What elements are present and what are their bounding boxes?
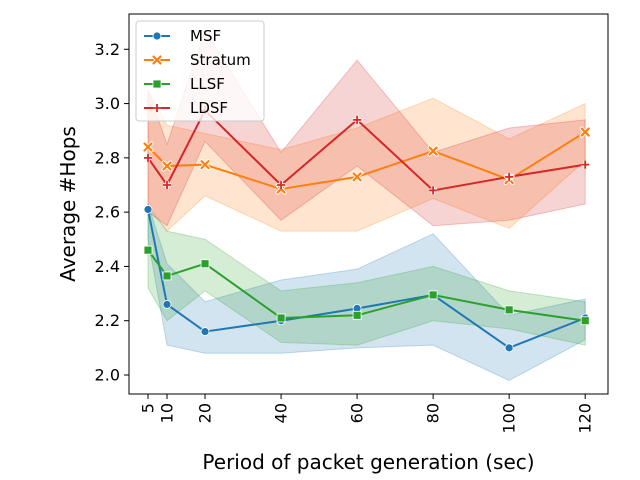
x-axis-label: Period of packet generation (sec) <box>202 450 534 474</box>
msf-point <box>143 205 153 214</box>
ldsf-point <box>277 181 286 189</box>
plot-frame <box>128 13 609 395</box>
msf-point <box>200 327 210 336</box>
ldsf-point <box>505 172 514 181</box>
legend-label: LLSF <box>190 75 225 93</box>
msf-point <box>162 300 172 309</box>
legend-entry-msf: MSF <box>144 27 221 45</box>
x-tick-label: 5 <box>139 403 158 413</box>
legend-label: Stratum <box>190 51 251 69</box>
ldsf-point <box>144 153 153 162</box>
legend-label: LDSF <box>190 99 228 117</box>
llsf-line <box>147 249 586 322</box>
legend-label: MSF <box>190 27 221 45</box>
legend-marker <box>153 104 161 112</box>
x-tick-label: 80 <box>424 403 443 423</box>
llsf-confidence-band <box>147 205 586 346</box>
legend-marker <box>152 79 162 89</box>
legend-marker <box>151 54 163 66</box>
msf-line <box>147 209 586 349</box>
axes: 2.0 2.2 2.4 2.6 2.8 3.0 3.2 5 10 20 40 60 80 100 120 Pe… <box>56 13 609 474</box>
llsf-point <box>143 245 153 255</box>
stratum-confidence-band <box>147 89 586 232</box>
x-tick-label: 60 <box>348 403 367 423</box>
x-tick-label: 20 <box>196 403 215 423</box>
ldsf-point <box>429 186 438 195</box>
llsf-point <box>504 305 514 315</box>
legend-entry-stratum: Stratum <box>144 51 251 69</box>
stratum-point <box>199 159 211 171</box>
llsf-point <box>162 271 172 281</box>
ldsf-point <box>353 115 362 124</box>
stratum-point <box>142 141 154 153</box>
y-tick-label: 2.4 <box>95 257 120 276</box>
y-tick-label: 3.2 <box>95 40 120 59</box>
stratum-line <box>147 131 586 191</box>
y-tick-label: 2.8 <box>95 148 120 167</box>
llsf-point <box>580 316 590 326</box>
legend-entry-ldsf: LDSF <box>144 99 228 117</box>
ldsf-point <box>163 181 172 189</box>
x-tick-label: 40 <box>272 403 291 423</box>
y-tick-label: 2.0 <box>95 366 120 385</box>
y-tick-label: 2.2 <box>95 311 120 330</box>
x-tick-label: 10 <box>158 403 177 423</box>
stratum-point <box>161 160 173 172</box>
ldsf-line <box>147 109 586 192</box>
llsf-point <box>200 259 210 269</box>
legend: MSF Stratum LLSF LDSF <box>135 20 265 122</box>
series-lines <box>147 109 586 349</box>
legend-box <box>135 20 265 122</box>
y-tick-label: 3.0 <box>95 94 120 113</box>
stratum-point <box>427 145 439 157</box>
x-tick-label: 120 <box>576 403 595 434</box>
legend-entry-llsf: LLSF <box>144 75 225 93</box>
msf-point <box>504 343 514 353</box>
x-tick-label: 100 <box>500 403 519 434</box>
legend-marker <box>152 31 162 41</box>
stratum-point <box>351 171 363 183</box>
llsf-point <box>428 290 438 300</box>
msf-confidence-band <box>147 203 586 381</box>
series-markers <box>142 106 591 353</box>
y-axis-label: Average #Hops <box>56 126 80 282</box>
llsf-point <box>352 310 362 320</box>
ldsf-point <box>581 160 590 169</box>
y-tick-label: 2.6 <box>95 203 120 222</box>
stratum-point <box>579 126 591 138</box>
llsf-point <box>276 313 286 323</box>
